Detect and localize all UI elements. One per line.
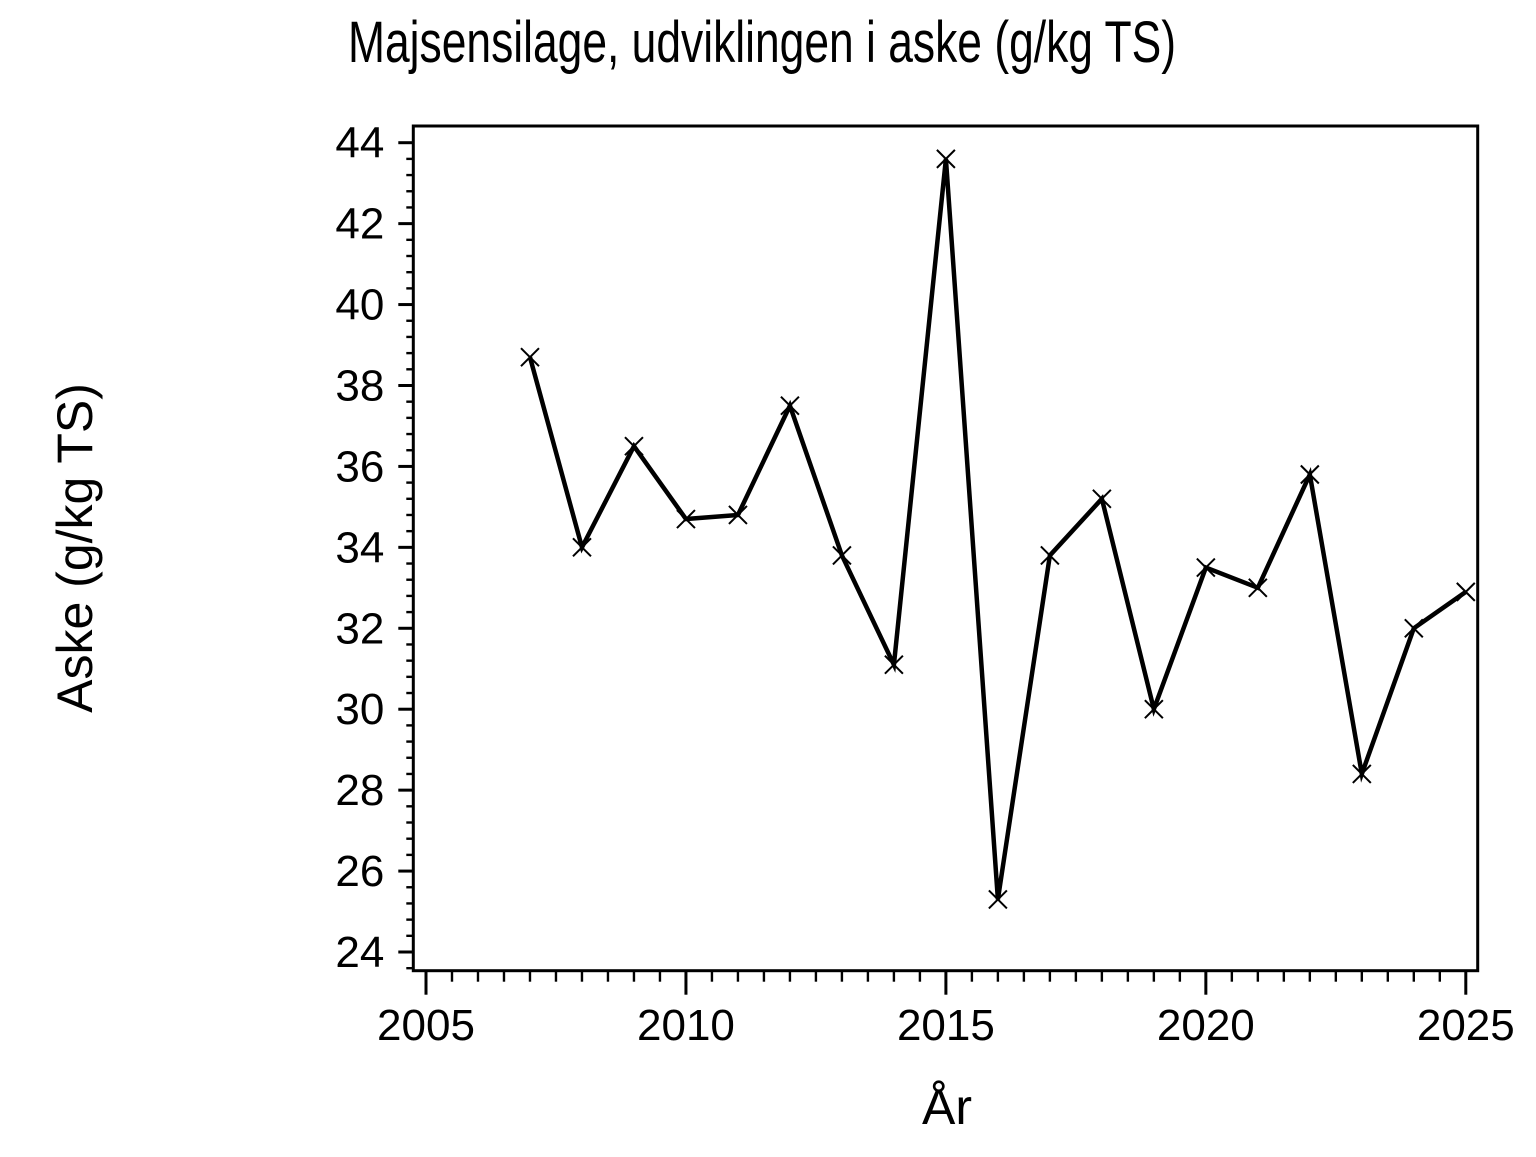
y-tick-label: 26 [335, 847, 384, 896]
x-minor-ticks [450, 970, 1442, 982]
y-tick-label: 40 [335, 281, 384, 330]
x-tick-label: 2025 [1417, 1001, 1515, 1050]
data-point-marker [1352, 764, 1372, 784]
data-point-marker [1196, 557, 1216, 578]
y-tick-label: 36 [335, 442, 384, 491]
data-point-marker [1248, 578, 1268, 598]
y-tick-label: 30 [335, 685, 384, 734]
y-tick-label: 32 [335, 604, 384, 653]
x-tick-label: 2010 [637, 1001, 735, 1050]
data-point-marker [884, 654, 904, 675]
y-minor-ticks [406, 157, 414, 970]
data-point-marker [728, 505, 748, 525]
data-point-marker [1456, 582, 1476, 602]
data-point-marker [624, 436, 644, 456]
data-point-marker [988, 889, 1008, 910]
x-major-ticks [424, 970, 1468, 995]
y-major-ticks [398, 141, 414, 954]
y-axis-label: Aske (g/kg TS) [47, 383, 103, 713]
data-point-marker [1040, 545, 1060, 566]
y-tick-label: 34 [335, 523, 384, 572]
chart-title: Majsensilage, udviklingen i aske (g/kg T… [348, 10, 1176, 75]
data-point-marker [572, 537, 592, 558]
data-markers [520, 149, 1476, 910]
y-tick-label: 38 [335, 361, 384, 410]
y-tick-label: 24 [335, 928, 384, 977]
data-point-marker [676, 509, 696, 529]
data-point-marker [832, 545, 852, 566]
y-tick-label: 42 [335, 200, 384, 249]
data-point-marker [520, 347, 540, 367]
data-point-marker [780, 396, 800, 416]
y-tick-label: 28 [335, 766, 384, 815]
x-tick-labels: 2005 2010 2015 2020 2025 [377, 1001, 1515, 1050]
x-axis-label: År [922, 1079, 972, 1135]
data-point-marker [1144, 699, 1164, 719]
data-point-marker [1404, 618, 1424, 638]
data-point-marker [936, 149, 956, 169]
data-point-marker [1092, 489, 1112, 509]
x-tick-label: 2020 [1157, 1001, 1255, 1050]
y-tick-label: 44 [335, 119, 384, 168]
y-tick-labels: 24 26 28 30 32 34 36 38 40 42 44 [335, 119, 384, 977]
data-point-marker [1300, 464, 1320, 485]
x-tick-label: 2005 [377, 1001, 475, 1050]
x-tick-label: 2015 [897, 1001, 995, 1050]
